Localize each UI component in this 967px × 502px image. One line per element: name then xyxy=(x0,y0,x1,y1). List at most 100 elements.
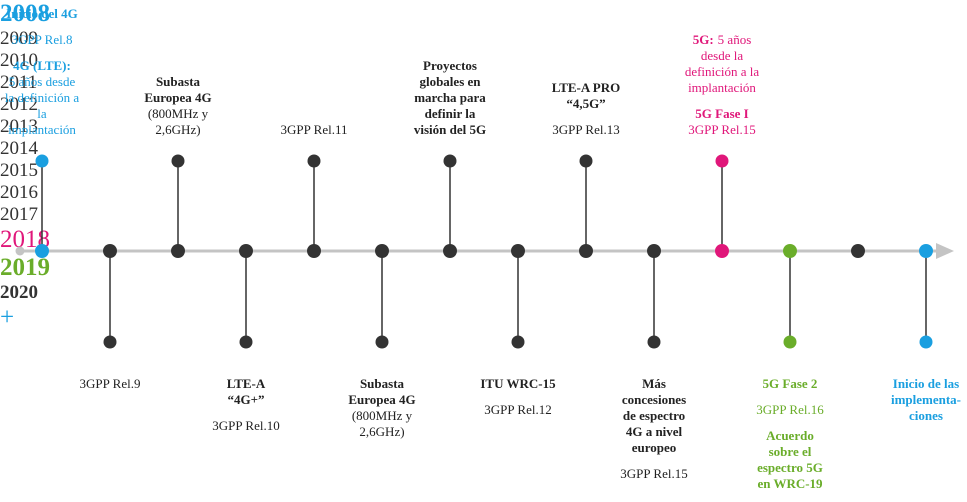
note-paragraph: Subasta Europea 4G (800MHz y 2,6GHz) xyxy=(108,74,248,138)
note-text: implantación xyxy=(688,80,756,95)
year-label: 2012 xyxy=(0,94,38,115)
note-paragraph: Inicio de las implementa-ciones xyxy=(856,376,967,424)
event-dot xyxy=(579,154,593,168)
year-label: 2016 xyxy=(0,182,38,203)
note-line: Subasta xyxy=(108,74,248,90)
event-dot xyxy=(375,335,389,349)
note-text: 3GPP Rel.10 xyxy=(212,418,280,433)
note-text: ITU WRC-15 xyxy=(480,376,556,391)
note-line: “4G+” xyxy=(176,392,316,408)
note-line: 2,6GHz) xyxy=(312,424,452,440)
note-line: 3GPP Rel.8 xyxy=(0,32,112,48)
note-text: ciones xyxy=(909,408,943,423)
note-line: espectro 5G xyxy=(720,460,860,476)
note-line: 3GPP Rel.11 xyxy=(244,122,384,138)
event-dot xyxy=(171,154,185,168)
note-paragraph: 3GPP Rel.15 xyxy=(584,466,724,482)
note-line: 3GPP Rel.16 xyxy=(720,402,860,418)
note-line: marcha para xyxy=(380,90,520,106)
note-line: 2,6GHz) xyxy=(108,122,248,138)
event-note: 5G: 5 años desde la definición a la implanta… xyxy=(652,32,792,138)
note-text: LTE-A xyxy=(226,376,266,391)
note-text: 5G Fase I xyxy=(695,106,749,121)
note-text: 4G (LTE): xyxy=(13,58,71,73)
year-dot xyxy=(579,244,593,258)
note-line: 3GPP Rel.9 xyxy=(40,376,180,392)
year-dot xyxy=(647,244,661,258)
note-text: 3GPP Rel.9 xyxy=(79,376,141,391)
event-note: LTE-A “4G+” 3GPP Rel.10 xyxy=(176,376,316,434)
note-line: la xyxy=(0,106,112,122)
note-paragraph: Proyectos globales en marcha para definir l… xyxy=(380,58,520,138)
year-label: 2017 xyxy=(0,204,38,225)
note-text: LTE-A PRO xyxy=(551,80,621,95)
note-text: visión del 5G xyxy=(413,122,487,137)
event-note: ITU WRC-15 3GPP Rel.12 xyxy=(448,376,588,418)
note-text: espectro 5G xyxy=(757,460,823,475)
note-text: 2,6GHz) xyxy=(359,424,405,439)
note-text: 3GPP Rel.15 xyxy=(688,122,756,137)
event-dot xyxy=(511,335,525,349)
note-text: de espectro xyxy=(622,408,686,423)
event-dot xyxy=(919,335,933,349)
note-line: Europea 4G xyxy=(108,90,248,106)
note-paragraph: 5G Fase I 3GPP Rel.15 xyxy=(652,106,792,138)
note-line: Proyectos xyxy=(380,58,520,74)
note-text: 5 años xyxy=(717,32,752,47)
note-text: Europea 4G xyxy=(348,392,416,407)
note-line: Inicio del 4G xyxy=(0,6,112,22)
note-line: globales en xyxy=(380,74,520,90)
note-line: desde la xyxy=(652,48,792,64)
note-text: sobre el xyxy=(768,444,812,459)
year-label: 2015 xyxy=(0,160,38,181)
year-dot xyxy=(35,244,49,258)
event-note: 3GPP Rel.9 xyxy=(40,376,180,392)
year-dot xyxy=(443,244,457,258)
year-dot xyxy=(103,244,117,258)
note-text: implementa- xyxy=(890,392,962,407)
event-dot xyxy=(103,335,117,349)
note-line: 5G Fase I xyxy=(652,106,792,122)
note-paragraph: Subasta Europea 4G (800MHz y 2,6GHz) xyxy=(312,376,452,440)
note-text: en WRC-19 xyxy=(757,476,823,491)
note-text: “4G+” xyxy=(227,392,265,407)
note-line: 3GPP Rel.10 xyxy=(176,418,316,434)
note-line: 3GPP Rel.13 xyxy=(516,122,656,138)
event-dot xyxy=(307,154,321,168)
note-line: (800MHz y xyxy=(312,408,452,424)
note-text: marcha para xyxy=(414,90,486,105)
note-text: globales en xyxy=(419,74,481,89)
note-paragraph: Más concesiones de espectro 4G a nivel europ… xyxy=(584,376,724,456)
note-text: la xyxy=(37,106,47,121)
note-line: 5G: 5 años xyxy=(652,32,792,48)
note-text: definir la xyxy=(424,106,476,121)
event-dot xyxy=(715,154,729,168)
year-label: 2011 xyxy=(0,72,38,93)
note-paragraph: 3GPP Rel.8 xyxy=(0,32,112,48)
note-paragraph: 3GPP Rel.13 xyxy=(516,122,656,138)
note-line: definir la xyxy=(380,106,520,122)
year-dot xyxy=(307,244,321,258)
year-label: + xyxy=(0,304,15,331)
note-line: definición a la xyxy=(652,64,792,80)
note-line: 3GPP Rel.15 xyxy=(584,466,724,482)
axis-arrow xyxy=(936,243,954,259)
year-dot xyxy=(851,244,865,258)
note-paragraph: 3GPP Rel.16 xyxy=(720,402,860,418)
year-label: 2009 xyxy=(0,28,38,49)
note-text: Inicio del 4G xyxy=(6,6,78,21)
event-dot xyxy=(783,335,797,349)
note-line: “4,5G” xyxy=(516,96,656,112)
year-dot xyxy=(375,244,389,258)
year-label: 2014 xyxy=(0,138,38,159)
year-label: 2010 xyxy=(0,50,38,71)
event-note: LTE-A PRO “4,5G” 3GPP Rel.13 xyxy=(516,80,656,138)
note-text: 5 años desde xyxy=(8,74,76,89)
note-text: 3GPP Rel.13 xyxy=(552,122,620,137)
event-note: Proyectos globales en marcha para definir l… xyxy=(380,58,520,138)
event-note: Inicio del 4G 3GPP Rel.8 4G (LTE): 5 años d… xyxy=(0,6,112,138)
note-text: 5G Fase 2 xyxy=(762,376,818,391)
note-line: 3GPP Rel.12 xyxy=(448,402,588,418)
note-text: europeo xyxy=(631,440,677,455)
note-line: 4G a nivel xyxy=(584,424,724,440)
